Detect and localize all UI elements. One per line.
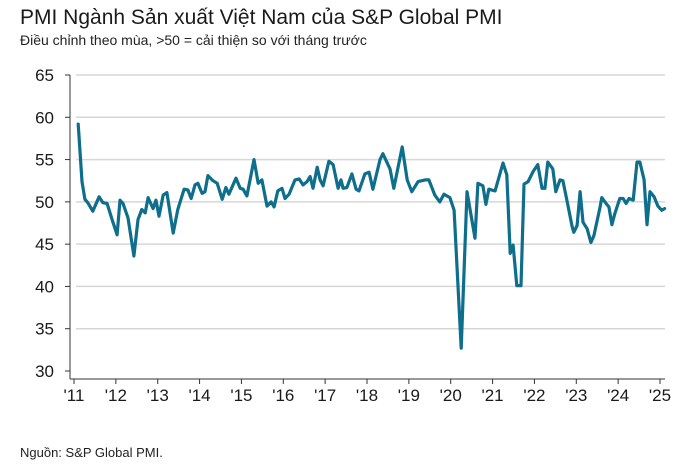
y-tick-label: 55	[35, 151, 54, 170]
x-tick-label: '25	[649, 386, 671, 405]
y-tick-label: 40	[35, 277, 54, 296]
y-tick-label: 45	[35, 235, 54, 254]
x-tick-label: '19	[398, 386, 420, 405]
y-tick-label: 50	[35, 193, 54, 212]
x-tick-label: '13	[147, 386, 169, 405]
x-tick-label: '12	[105, 386, 127, 405]
pmi-series-line	[76, 122, 667, 350]
x-tick-label: '17	[314, 386, 336, 405]
x-tick-label: '22	[523, 386, 545, 405]
x-tick-label: '16	[272, 386, 294, 405]
y-tick-label: 60	[35, 108, 54, 127]
x-tick-label: '23	[565, 386, 587, 405]
x-tick-label: '14	[188, 386, 210, 405]
x-tick-label: '21	[481, 386, 503, 405]
x-tick-label: '18	[356, 386, 378, 405]
x-tick-label: '15	[230, 386, 252, 405]
x-tick-label: '24	[607, 386, 629, 405]
y-tick-label: 65	[35, 66, 54, 85]
x-tick-label: '11	[64, 386, 85, 405]
chart-subtitle: Điều chỉnh theo mùa, >50 = cải thiện so …	[20, 32, 367, 48]
source-note: Nguồn: S&P Global PMI.	[20, 445, 163, 460]
chart-title: PMI Ngành Sản xuất Việt Nam của S&P Glob…	[20, 6, 503, 29]
y-tick-label: 30	[35, 362, 54, 381]
y-tick-label: 35	[35, 320, 54, 339]
x-tick-label: '20	[440, 386, 462, 405]
